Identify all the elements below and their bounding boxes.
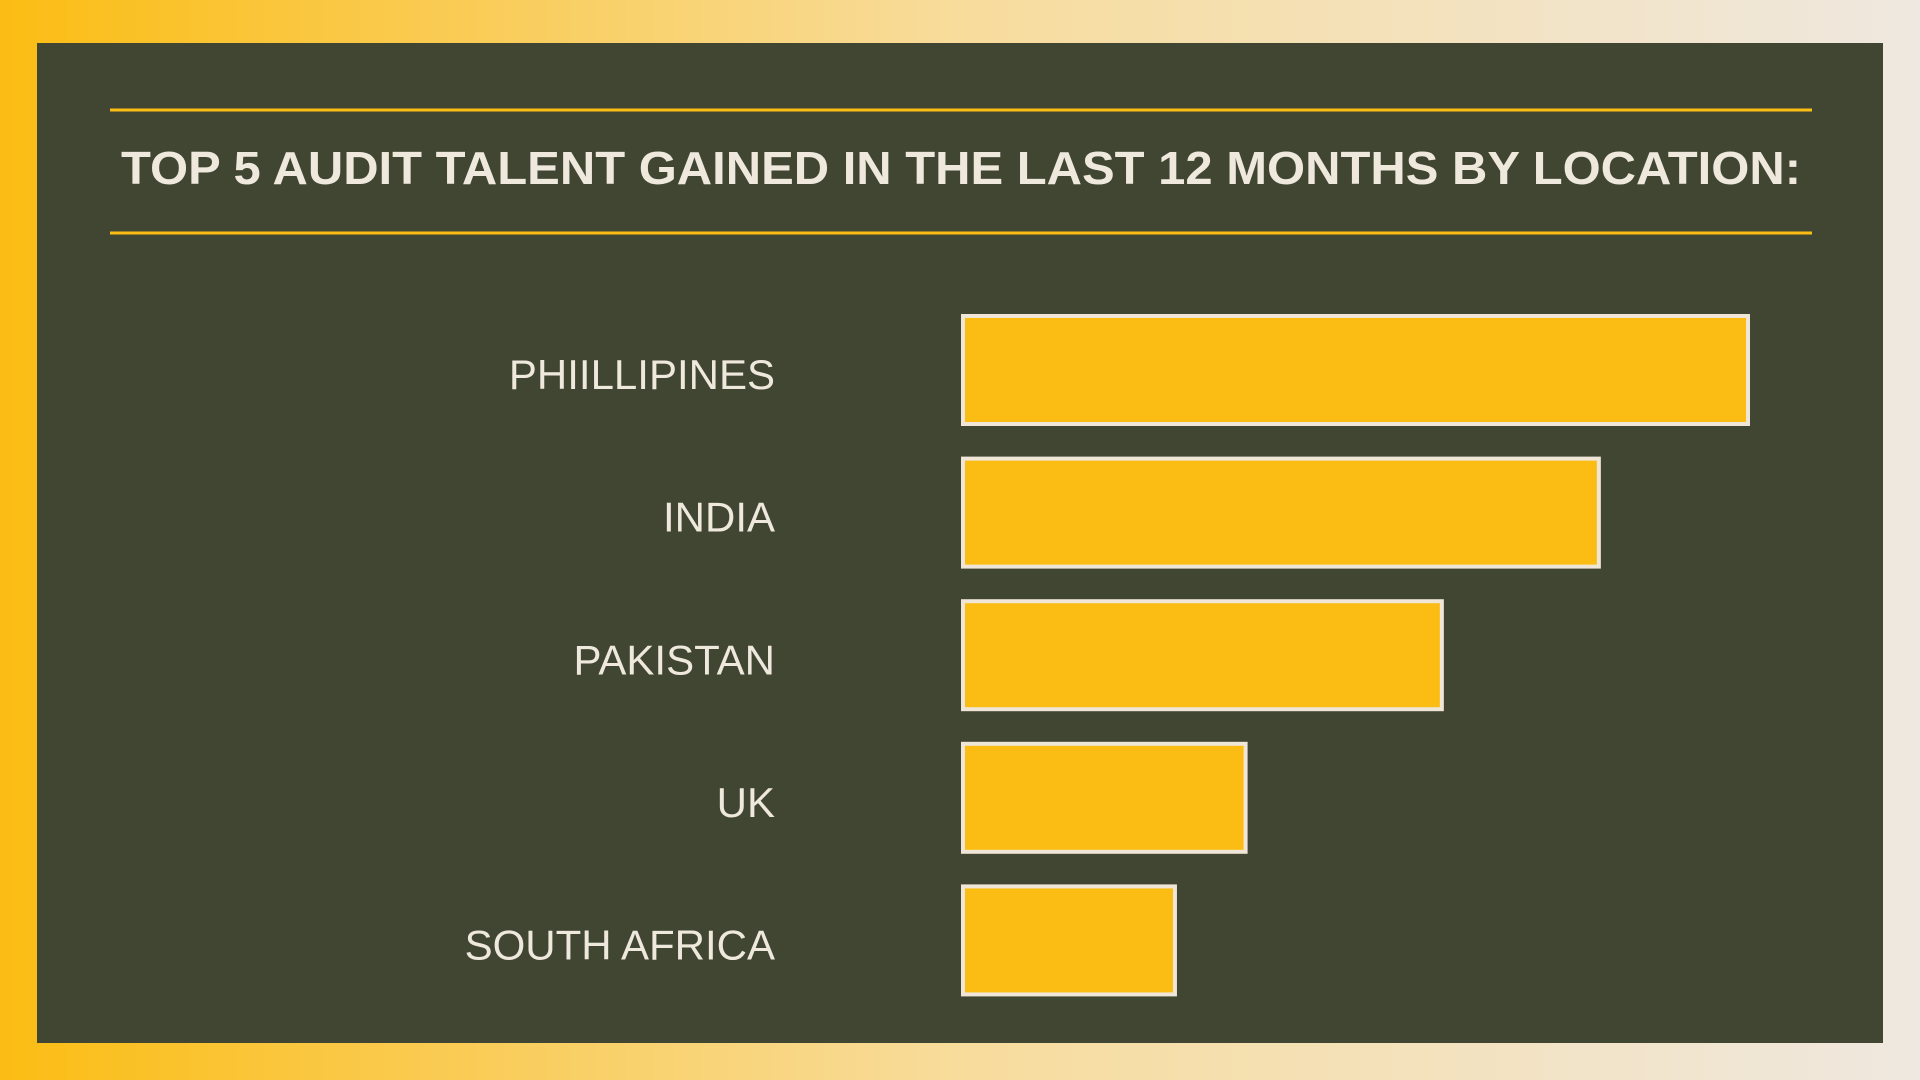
chart-title: TOP 5 AUDIT TALENT GAINED IN THE LAST 12… [121,142,1801,194]
bars: PHIILLIPINES INDIA PAKISTAN UK SOUTH AFRICA [465,314,1750,997]
category-label: PAKISTAN [574,636,776,683]
category-label: SOUTH AFRICA [465,921,775,968]
bar [961,884,1177,997]
category-label: PHIILLIPINES [509,351,775,398]
category-label: INDIA [663,494,775,541]
bar [961,599,1444,712]
bar [961,456,1601,569]
bar [961,314,1750,426]
bar [961,741,1248,854]
category-label: UK [717,779,775,826]
